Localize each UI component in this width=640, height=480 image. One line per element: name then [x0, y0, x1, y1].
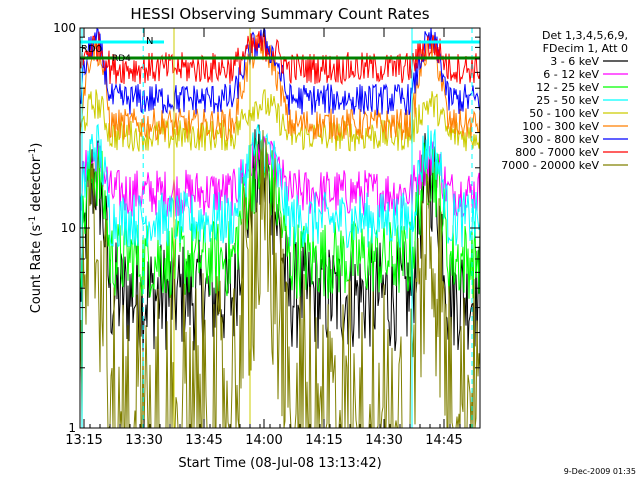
legend-label-5: 100 - 300 keV: [522, 120, 599, 133]
flag-label-n: N: [146, 36, 153, 47]
x-tick-label-4: 14:15: [305, 433, 342, 448]
flag-label-rd0: RD0: [81, 44, 102, 55]
x-tick-label-2: 13:45: [185, 433, 222, 448]
x-tick-label-1: 13:30: [125, 433, 162, 448]
legend-label-2: 12 - 25 keV: [536, 81, 599, 94]
plot-area: RD0 N RD4: [80, 28, 480, 428]
y-axis-label: Count Rate (s-1 detector-1): [28, 143, 44, 314]
series-line-8: [80, 130, 480, 428]
legend-label-6: 300 - 800 keV: [522, 133, 599, 146]
x-tick-label-0: 13:15: [65, 433, 102, 448]
x-tick-label-3: 14:00: [245, 433, 282, 448]
y-tick-label-0: 1: [68, 421, 76, 435]
legend-label-3: 25 - 50 keV: [536, 94, 599, 107]
y-tick-label-1: 10: [61, 221, 76, 235]
timestamp: 9-Dec-2009 01:35: [564, 467, 636, 476]
legend-label-1: 6 - 12 keV: [543, 68, 599, 81]
x-axis: 13:15 13:30 13:45 14:00 14:15 14:30 14:45: [65, 28, 481, 448]
legend-header-line-2: FDecim 1, Att 0: [543, 42, 628, 55]
x-tick-label-5: 14:30: [365, 433, 402, 448]
x-axis-label: Start Time (08-Jul-08 13:13:42): [178, 456, 381, 471]
series-line-0: [80, 124, 480, 352]
series-line-7: [80, 31, 480, 86]
y-axis: 1 10 100: [53, 21, 480, 435]
series-line-3: [80, 123, 480, 249]
x-tick-label-6: 14:45: [425, 433, 462, 448]
legend-label-7: 800 - 7000 keV: [515, 146, 599, 159]
chart-title: HESSI Observing Summary Count Rates: [130, 5, 429, 23]
series-line-6: [80, 28, 480, 116]
y-tick-label-2: 100: [53, 21, 76, 35]
legend-header-line-1: Det 1,3,4,5,6,9,: [542, 29, 628, 42]
legend-label-4: 50 - 100 keV: [529, 107, 599, 120]
flag-label-rd4: RD4: [112, 54, 131, 64]
legend-label-0: 3 - 6 keV: [550, 55, 599, 68]
legend: Det 1,3,4,5,6,9, FDecim 1, Att 0 3 - 6 k…: [501, 29, 628, 172]
legend-label-8: 7000 - 20000 keV: [501, 159, 599, 172]
